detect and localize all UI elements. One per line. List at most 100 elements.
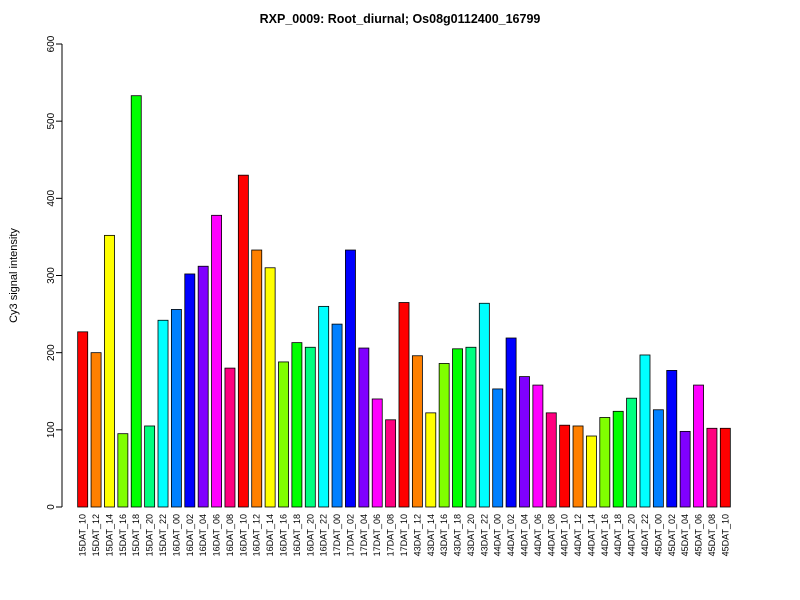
bar: [264, 267, 276, 508]
x-tick-label: 15DAT_20: [145, 514, 155, 556]
x-tick-label: 44DAT_16: [600, 514, 610, 556]
bar: [385, 419, 397, 508]
x-tick-label: 15DAT_12: [91, 514, 101, 556]
x-tick-label: 16DAT_04: [198, 514, 208, 556]
bar: [532, 384, 544, 508]
x-tick-label: 44DAT_20: [627, 514, 637, 556]
x-tick-label: 17DAT_02: [345, 514, 355, 556]
x-tick-label: 43DAT_22: [479, 514, 489, 556]
x-tick-label: 43DAT_18: [453, 514, 463, 556]
x-tick-label: 44DAT_02: [506, 514, 516, 556]
x-tick-label: 15DAT_18: [131, 514, 141, 556]
bar: [666, 370, 678, 508]
x-tick-label: 45DAT_10: [720, 514, 730, 556]
bar: [157, 319, 169, 508]
bar: [77, 331, 89, 508]
bar: [572, 425, 584, 508]
x-tick-label: 16DAT_02: [185, 514, 195, 556]
x-tick-label: 15DAT_14: [104, 514, 114, 556]
x-tick-label: 16DAT_08: [225, 514, 235, 556]
x-tick-label: 44DAT_14: [586, 514, 596, 556]
x-tick-label: 15DAT_22: [158, 514, 168, 556]
bar: [492, 388, 504, 508]
bar: [224, 367, 236, 508]
x-tick-label: 17DAT_10: [399, 514, 409, 556]
x-tick-label: 17DAT_06: [372, 514, 382, 556]
x-tick-label: 16DAT_00: [171, 514, 181, 556]
y-tick-label: 600: [46, 35, 57, 52]
bar: [452, 348, 463, 508]
bar: [358, 347, 370, 508]
bar: [478, 302, 490, 508]
x-tick-label: 45DAT_06: [694, 514, 704, 556]
bar: [599, 417, 611, 508]
bar: [411, 355, 423, 508]
bar: [291, 342, 303, 508]
bar: [104, 234, 115, 508]
bar: [278, 361, 289, 508]
bar: [304, 346, 316, 508]
bar: [425, 412, 437, 508]
bar: [130, 95, 142, 508]
bar: [545, 412, 557, 508]
bar: [371, 398, 383, 508]
x-tick-label: 44DAT_00: [493, 514, 503, 556]
x-tick-label: 15DAT_10: [78, 514, 88, 556]
x-tick-label: 17DAT_00: [332, 514, 342, 556]
bar: [652, 409, 664, 508]
chart-title: RXP_0009: Root_diurnal; Os08g0112400_167…: [259, 12, 541, 26]
bar: [331, 323, 343, 508]
x-tick-label: 43DAT_16: [439, 514, 449, 556]
bar: [706, 427, 718, 508]
x-tick-label: 45DAT_02: [667, 514, 677, 556]
x-tick-label: 44DAT_06: [533, 514, 543, 556]
x-tick-label: 16DAT_06: [212, 514, 222, 556]
x-tick-label: 44DAT_08: [546, 514, 556, 556]
bar: [586, 435, 597, 508]
bar: [211, 214, 222, 508]
bar: [693, 384, 704, 508]
bar: [398, 302, 410, 508]
x-tick-label: 44DAT_04: [519, 514, 529, 556]
bar: [184, 273, 196, 508]
x-tick-label: 16DAT_10: [238, 514, 248, 556]
bar: [519, 376, 530, 508]
x-tick-label: 45DAT_04: [680, 514, 690, 556]
bar: [318, 305, 330, 508]
x-tick-label: 43DAT_14: [426, 514, 436, 556]
x-tick-label: 16DAT_14: [265, 514, 275, 556]
bar: [505, 337, 517, 508]
x-tick-label: 45DAT_00: [653, 514, 663, 556]
bar: [679, 430, 691, 508]
bar: [197, 265, 209, 508]
x-tick-label: 44DAT_18: [613, 514, 623, 556]
x-tick-label: 44DAT_22: [640, 514, 650, 556]
x-tick-label: 16DAT_22: [319, 514, 329, 556]
x-tick-label: 16DAT_20: [305, 514, 315, 556]
bar: [719, 427, 731, 508]
bar: [639, 354, 651, 508]
bar: [251, 249, 263, 508]
bar: [465, 346, 477, 508]
bar: [612, 410, 624, 508]
bar: [117, 433, 129, 508]
x-tick-label: 17DAT_08: [386, 514, 396, 556]
x-tick-label: 15DAT_16: [118, 514, 128, 556]
y-axis-label: Cy3 signal intensity: [8, 228, 20, 323]
x-tick-label: 45DAT_08: [707, 514, 717, 556]
bar: [345, 249, 356, 508]
y-tick-label: 0: [46, 504, 57, 510]
y-tick-label: 200: [46, 344, 57, 361]
x-tick-label: 16DAT_16: [279, 514, 289, 556]
x-tick-label: 16DAT_18: [292, 514, 302, 556]
bar: [237, 174, 249, 508]
x-tick-label: 44DAT_10: [560, 514, 570, 556]
y-tick-label: 500: [46, 112, 57, 129]
x-tick-label: 17DAT_04: [359, 514, 369, 556]
bar: [170, 309, 182, 508]
x-tick-label: 43DAT_20: [466, 514, 476, 556]
y-tick-label: 100: [46, 421, 57, 438]
y-tick-label: 400: [46, 190, 57, 207]
